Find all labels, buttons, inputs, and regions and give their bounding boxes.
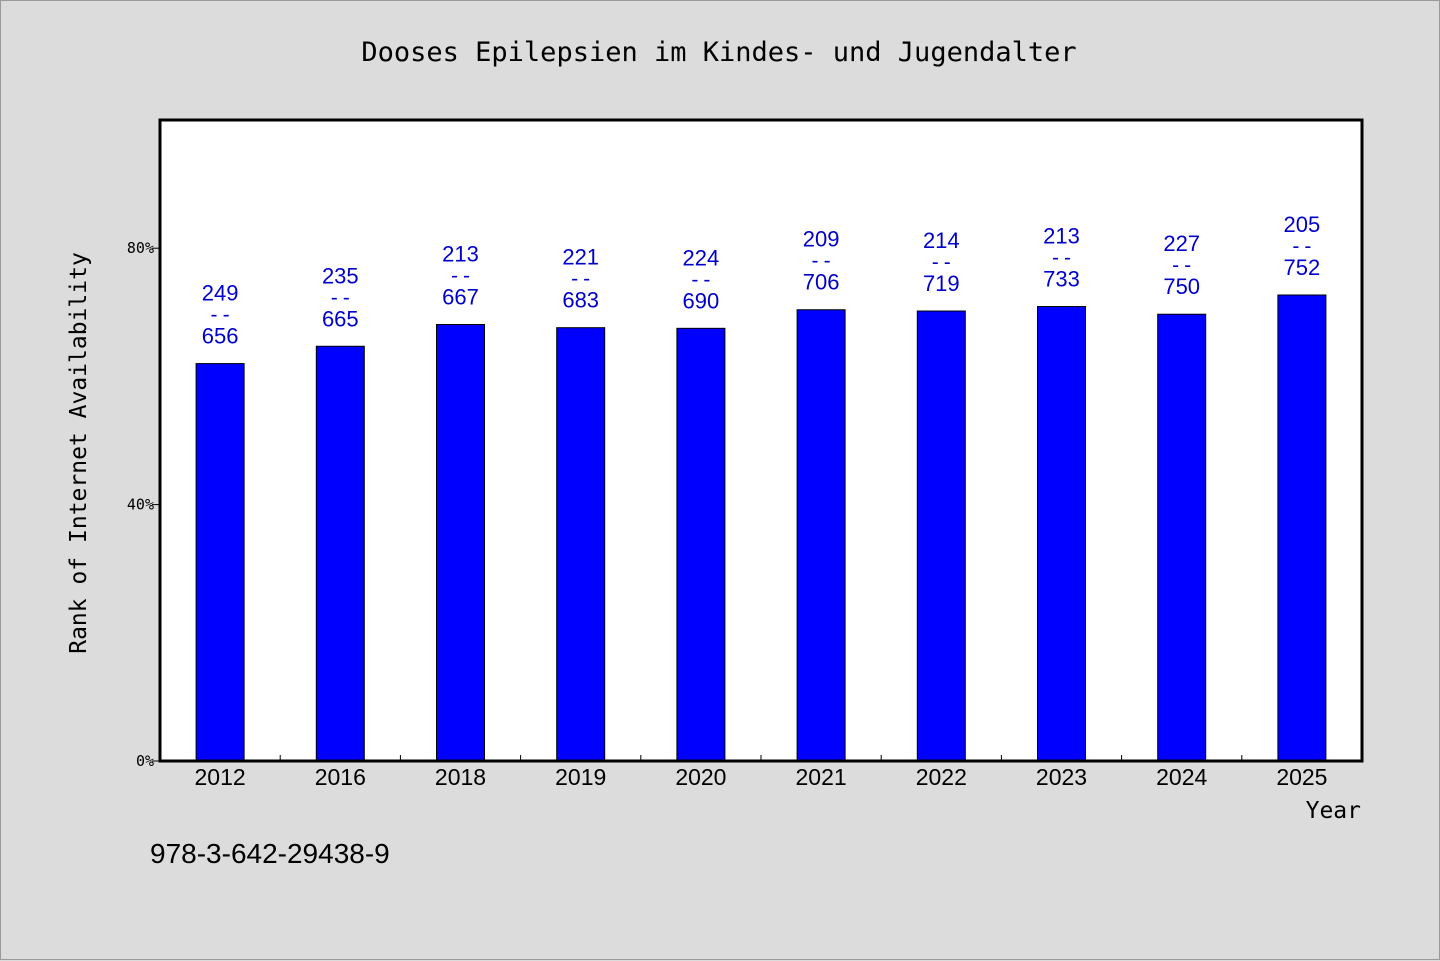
data-label-bottom: 665 xyxy=(322,306,359,331)
x-tick-label: 2021 xyxy=(796,764,847,790)
data-label-bottom: 683 xyxy=(562,288,599,313)
x-tick-label: 2016 xyxy=(315,764,366,790)
data-label-separator: -- xyxy=(929,250,953,274)
bar-2021 xyxy=(796,309,846,762)
data-label-separator: -- xyxy=(689,267,713,291)
data-label-separator: -- xyxy=(809,249,833,273)
data-label-separator: -- xyxy=(328,285,352,309)
x-tick-label: 2019 xyxy=(555,764,606,790)
x-tick-label: 2018 xyxy=(435,764,486,790)
data-label-bottom: 667 xyxy=(442,284,479,309)
chart-marks: 249--656235--665213--667221--683224--690… xyxy=(195,212,1327,762)
bar-2019 xyxy=(556,327,606,762)
chart-title: Dooses Epilepsien im Kindes- und Jugenda… xyxy=(361,37,1076,68)
bar-2016 xyxy=(315,345,365,762)
y-tick-label: 80% xyxy=(127,239,154,257)
data-label-bottom: 690 xyxy=(683,288,720,313)
data-label-bottom: 656 xyxy=(202,324,239,349)
data-label-separator: -- xyxy=(448,263,472,287)
data-label-top: 213 xyxy=(1043,224,1080,249)
data-label-top: 227 xyxy=(1163,231,1200,256)
data-label-separator: -- xyxy=(208,303,232,327)
isbn-label: 978-3-642-29438-9 xyxy=(150,838,390,869)
data-label-separator: -- xyxy=(1170,253,1194,277)
bar-2020 xyxy=(676,327,726,762)
x-tick-label: 2025 xyxy=(1276,764,1327,790)
data-label-separator: -- xyxy=(569,267,593,291)
data-label-top: 235 xyxy=(322,263,359,288)
x-tick-label: 2024 xyxy=(1156,764,1207,790)
x-tick-label: 2022 xyxy=(916,764,967,790)
data-label-top: 249 xyxy=(202,281,239,306)
data-label-bottom: 719 xyxy=(923,271,960,296)
data-label-top: 213 xyxy=(442,241,479,266)
data-label-top: 205 xyxy=(1284,212,1321,237)
y-tick-label: 40% xyxy=(127,496,154,514)
data-label-top: 221 xyxy=(562,245,599,270)
y-axis-label: Rank of Internet Availability xyxy=(66,252,92,654)
bar-2012 xyxy=(195,363,245,762)
data-label-top: 209 xyxy=(803,227,840,252)
bar-2022 xyxy=(916,310,966,762)
bar-2024 xyxy=(1157,313,1207,762)
data-label-bottom: 733 xyxy=(1043,267,1080,292)
data-label-top: 224 xyxy=(683,245,720,270)
axes: 2012 2016 2018 2019 2020 2021 2022 2023 2024 2025… xyxy=(127,239,1328,790)
x-tick-label: 2023 xyxy=(1036,764,1087,790)
data-label-separator: -- xyxy=(1049,246,1073,270)
data-label-bottom: 706 xyxy=(803,270,840,295)
data-label-separator: -- xyxy=(1290,234,1314,258)
data-label-bottom: 750 xyxy=(1163,274,1200,299)
bar-2025 xyxy=(1277,294,1327,762)
bar-2018 xyxy=(436,323,485,762)
x-tick-label: 2012 xyxy=(195,764,246,790)
x-axis-label: Year xyxy=(1306,798,1361,824)
bar-2023 xyxy=(1037,306,1086,762)
y-tick-label: 0% xyxy=(136,752,154,770)
data-label-top: 214 xyxy=(923,228,960,253)
x-tick-label: 2020 xyxy=(675,764,726,790)
data-label-bottom: 752 xyxy=(1284,255,1321,280)
